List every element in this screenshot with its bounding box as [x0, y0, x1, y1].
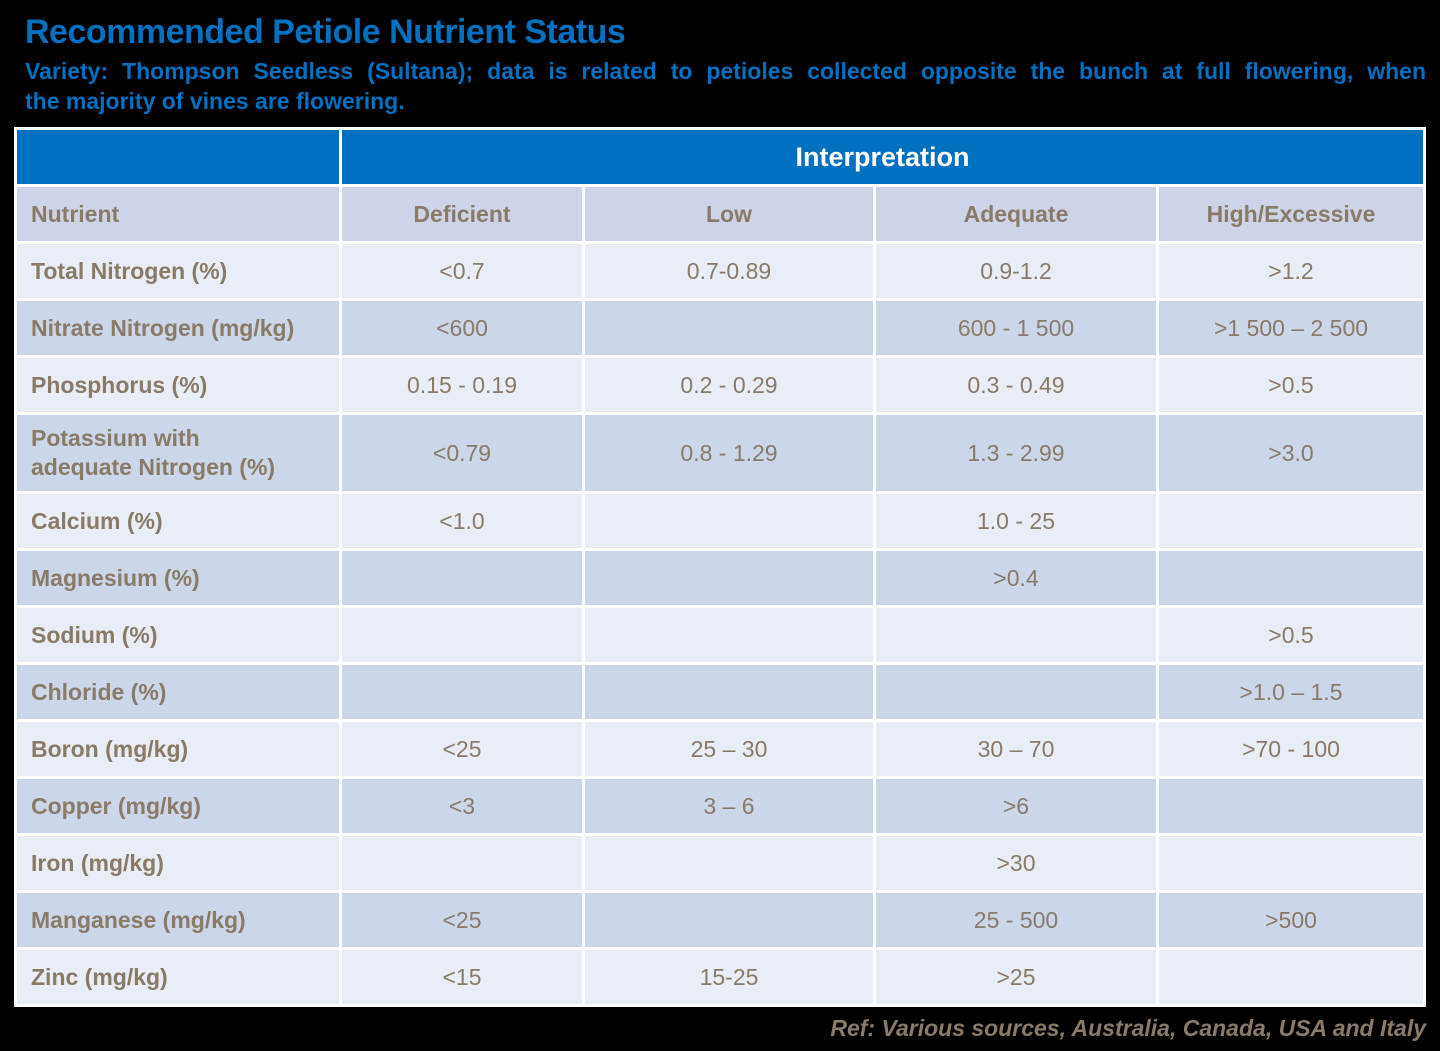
reference-note: Ref: Various sources, Australia, Canada,…: [830, 1015, 1426, 1042]
value-cell: >0.5: [1159, 358, 1424, 413]
value-cell: [585, 494, 873, 549]
value-cell: [342, 608, 582, 663]
column-header-row: Nutrient Deficient Low Adequate High/Exc…: [17, 187, 1424, 242]
value-cell: [1159, 551, 1424, 606]
value-cell: <600: [342, 301, 582, 356]
value-cell: 30 – 70: [876, 722, 1156, 777]
value-cell: 15-25: [585, 950, 873, 1005]
interpretation-header-row: Interpretation: [17, 130, 1424, 185]
value-cell: 25 - 500: [876, 893, 1156, 948]
table-row: Calcium (%) <1.0 1.0 - 25: [17, 494, 1424, 549]
value-cell: [876, 608, 1156, 663]
nutrient-cell: Calcium (%): [17, 494, 339, 549]
value-cell: [1159, 950, 1424, 1005]
interpretation-header: Interpretation: [342, 130, 1424, 185]
value-cell: [342, 665, 582, 720]
value-cell: >1.2: [1159, 244, 1424, 299]
nutrient-table: Interpretation Nutrient Deficient Low Ad…: [14, 127, 1427, 1008]
table-row: Iron (mg/kg) >30: [17, 836, 1424, 891]
value-cell: [342, 551, 582, 606]
value-cell: 0.15 - 0.19: [342, 358, 582, 413]
subtitle-line-2: the majority of vines are flowering.: [25, 88, 405, 115]
value-cell: >1.0 – 1.5: [1159, 665, 1424, 720]
nutrient-table-wrapper: Interpretation Nutrient Deficient Low Ad…: [14, 127, 1427, 1008]
nutrient-cell: Sodium (%): [17, 608, 339, 663]
value-cell: [876, 665, 1156, 720]
value-cell: <0.7: [342, 244, 582, 299]
value-cell: 1.3 - 2.99: [876, 415, 1156, 492]
value-cell: [1159, 836, 1424, 891]
value-cell: 1.0 - 25: [876, 494, 1156, 549]
corner-cell: [17, 130, 339, 185]
nutrient-cell: Total Nitrogen (%): [17, 244, 339, 299]
value-cell: [342, 836, 582, 891]
nutrient-cell: Potassium with adequate Nitrogen (%): [17, 415, 339, 492]
value-cell: 600 - 1 500: [876, 301, 1156, 356]
value-cell: 0.7-0.89: [585, 244, 873, 299]
value-cell: [585, 893, 873, 948]
table-row: Copper (mg/kg) <3 3 – 6 >6: [17, 779, 1424, 834]
value-cell: 0.9-1.2: [876, 244, 1156, 299]
value-cell: >30: [876, 836, 1156, 891]
value-cell: >0.4: [876, 551, 1156, 606]
value-cell: <15: [342, 950, 582, 1005]
column-header-low: Low: [585, 187, 873, 242]
nutrient-cell: Manganese (mg/kg): [17, 893, 339, 948]
nutrient-cell: Zinc (mg/kg): [17, 950, 339, 1005]
value-cell: >1 500 – 2 500: [1159, 301, 1424, 356]
table-row: Magnesium (%) >0.4: [17, 551, 1424, 606]
value-cell: [585, 608, 873, 663]
value-cell: >500: [1159, 893, 1424, 948]
value-cell: [1159, 494, 1424, 549]
nutrient-cell: Copper (mg/kg): [17, 779, 339, 834]
nutrient-cell: Boron (mg/kg): [17, 722, 339, 777]
value-cell: >0.5: [1159, 608, 1424, 663]
value-cell: >70 - 100: [1159, 722, 1424, 777]
table-row: Total Nitrogen (%) <0.7 0.7-0.89 0.9-1.2 >1.…: [17, 244, 1424, 299]
value-cell: <25: [342, 722, 582, 777]
value-cell: 0.2 - 0.29: [585, 358, 873, 413]
column-header-adequate: Adequate: [876, 187, 1156, 242]
value-cell: [585, 551, 873, 606]
table-row: Sodium (%) >0.5: [17, 608, 1424, 663]
nutrient-cell: Iron (mg/kg): [17, 836, 339, 891]
value-cell: <1.0: [342, 494, 582, 549]
subtitle-line-1: Variety: Thompson Seedless (Sultana); da…: [25, 58, 1426, 85]
table-row: Manganese (mg/kg) <25 25 - 500 >500: [17, 893, 1424, 948]
nutrient-cell: Chloride (%): [17, 665, 339, 720]
value-cell: [585, 301, 873, 356]
table-row: Potassium with adequate Nitrogen (%) <0.7…: [17, 415, 1424, 492]
table-row: Chloride (%) >1.0 – 1.5: [17, 665, 1424, 720]
nutrient-cell: Magnesium (%): [17, 551, 339, 606]
table-row: Boron (mg/kg) <25 25 – 30 30 – 70 >70 - 100: [17, 722, 1424, 777]
value-cell: [585, 665, 873, 720]
table-row: Nitrate Nitrogen (mg/kg) <600 600 - 1 500 >…: [17, 301, 1424, 356]
value-cell: [585, 836, 873, 891]
value-cell: >6: [876, 779, 1156, 834]
value-cell: 0.8 - 1.29: [585, 415, 873, 492]
value-cell: <0.79: [342, 415, 582, 492]
table-row: Phosphorus (%) 0.15 - 0.19 0.2 - 0.29 0.3 -…: [17, 358, 1424, 413]
value-cell: 3 – 6: [585, 779, 873, 834]
value-cell: 25 – 30: [585, 722, 873, 777]
value-cell: <3: [342, 779, 582, 834]
page-subtitle: Variety: Thompson Seedless (Sultana); da…: [25, 57, 1426, 117]
value-cell: >25: [876, 950, 1156, 1005]
value-cell: [1159, 779, 1424, 834]
title-block: Recommended Petiole Nutrient Status Vari…: [0, 0, 1440, 117]
page-title: Recommended Petiole Nutrient Status: [25, 13, 626, 51]
column-header-high-excessive: High/Excessive: [1159, 187, 1424, 242]
nutrient-cell: Phosphorus (%): [17, 358, 339, 413]
table-row: Zinc (mg/kg) <15 15-25 >25: [17, 950, 1424, 1005]
column-header-deficient: Deficient: [342, 187, 582, 242]
value-cell: >3.0: [1159, 415, 1424, 492]
nutrient-cell: Nitrate Nitrogen (mg/kg): [17, 301, 339, 356]
value-cell: 0.3 - 0.49: [876, 358, 1156, 413]
column-header-nutrient: Nutrient: [17, 187, 339, 242]
value-cell: <25: [342, 893, 582, 948]
